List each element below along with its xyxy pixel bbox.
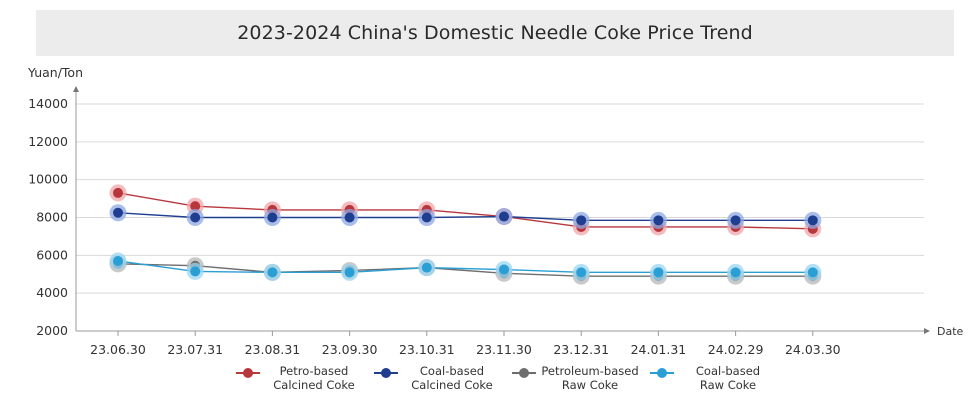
legend-label-line1: Coal-based [419,364,485,378]
data-point [113,256,123,267]
legend-label: Coal-based Calcined Coke [402,364,502,392]
legend-marker-icon [236,366,260,380]
data-point [730,267,741,278]
data-point [267,267,278,278]
x-axis-arrow [924,328,930,334]
legend-item[interactable]: Coal-based Calcined Coke [374,364,512,392]
data-point [190,212,201,223]
chart-title: 2023-2024 China's Domestic Needle Coke P… [237,22,753,44]
legend-label-line1: Petro-based [279,364,349,378]
data-point [499,211,509,222]
legend-label: Petro-based Calcined Coke [264,364,364,392]
series-line-2 [117,212,813,222]
data-point [807,267,818,278]
y-tick-label: 6000 [36,247,68,262]
chart-title-bar: 2023-2024 China's Domestic Needle Coke P… [36,10,954,56]
y-tick-label: 4000 [36,285,68,300]
legend-label: Petroleum-based Raw Coke [540,364,640,392]
data-point [190,201,201,212]
data-point [499,264,509,275]
x-tick-label: 23.12.31 [553,342,609,357]
series-line-3 [117,263,813,277]
chart-legend: Petro-based Calcined Coke Coal-based Calcin… [236,364,788,392]
x-tick-label: 23.07.31 [167,342,223,357]
series-line-1 [117,192,813,230]
legend-marker-icon [512,366,536,380]
legend-label: Coal-based Raw Coke [678,364,778,392]
y-axis-arrow [73,86,79,92]
data-point [421,212,432,223]
legend-marker-icon [650,366,674,380]
y-axis-title: Yuan/Ton [27,65,83,80]
x-axis-title: Date [937,325,964,338]
data-point [576,215,587,226]
data-point [344,212,355,223]
y-tick-label: 10000 [28,172,68,187]
legend-label-line2: Raw Coke [561,378,619,392]
legend-marker-icon [374,366,398,380]
legend-label-line2: Calcined Coke [411,378,493,392]
data-point [344,267,355,278]
legend-label-line2: Raw Coke [699,378,757,392]
data-point [190,266,201,277]
legend-item[interactable]: Petroleum-based Raw Coke [512,364,650,392]
legend-label-line1: Coal-based [695,364,761,378]
data-point [576,267,587,278]
legend-item[interactable]: Coal-based Raw Coke [650,364,788,392]
data-point [113,187,123,198]
legend-label-line1: Petroleum-based [541,364,639,378]
x-tick-label: 23.09.30 [322,342,378,357]
x-tick-label: 23.11.30 [476,342,532,357]
data-point [807,215,818,226]
data-point [421,262,432,273]
x-tick-label: 24.03.30 [785,342,841,357]
x-tick-label: 24.01.31 [631,342,687,357]
y-tick-label: 14000 [28,96,68,111]
series-line-4 [117,260,813,274]
y-tick-label: 12000 [28,134,68,149]
x-tick-label: 24.02.29 [708,342,764,357]
legend-label-line2: Calcined Coke [273,378,355,392]
x-tick-label: 23.08.31 [245,342,301,357]
legend-item[interactable]: Petro-based Calcined Coke [236,364,374,392]
data-point [113,207,123,218]
data-point [730,215,741,226]
y-tick-label: 8000 [36,210,68,225]
x-tick-label: 23.06.30 [90,342,146,357]
x-tick-label: 23.10.31 [399,342,455,357]
data-point [653,267,664,278]
y-tick-label: 2000 [36,323,68,338]
data-point [653,215,664,226]
data-point [267,212,278,223]
